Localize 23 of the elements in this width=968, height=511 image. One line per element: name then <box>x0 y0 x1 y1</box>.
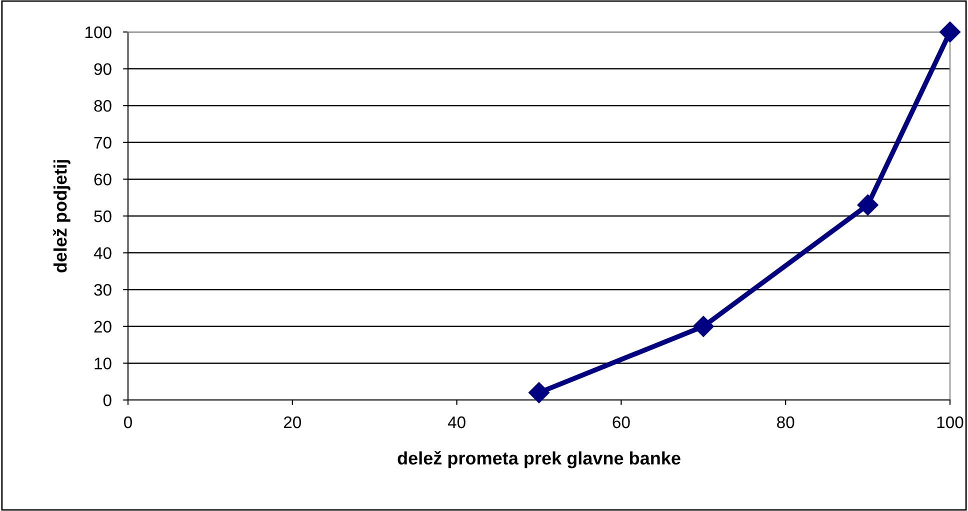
x-tick-label: 40 <box>448 416 466 428</box>
y-tick-label: 70 <box>94 136 112 149</box>
y-axis-title: delež podjetij <box>53 160 70 272</box>
x-axis-title: delež prometa prek glavne banke <box>398 450 680 468</box>
y-tick-label: 30 <box>94 284 112 296</box>
x-tick-label: 60 <box>612 416 630 428</box>
y-tick-label: 90 <box>94 63 112 76</box>
x-tick-label: 80 <box>777 416 794 428</box>
y-tick-label: 60 <box>94 174 112 186</box>
y-tick-label: 40 <box>94 247 112 260</box>
point <box>857 194 878 216</box>
y-tick-label: 100 <box>85 26 112 38</box>
y-tick-label: 50 <box>94 210 112 222</box>
y-tick-label: 10 <box>94 358 112 370</box>
y-tick-label: 20 <box>94 320 112 333</box>
x-tick-label: 0 <box>124 416 132 428</box>
y-tick-label: 80 <box>94 100 112 112</box>
y-tick-label: 0 <box>103 394 112 406</box>
point <box>939 21 961 43</box>
x-tick-label: 100 <box>937 416 964 428</box>
x-tick-label: 20 <box>284 416 302 428</box>
point <box>692 316 714 337</box>
point <box>528 382 550 404</box>
